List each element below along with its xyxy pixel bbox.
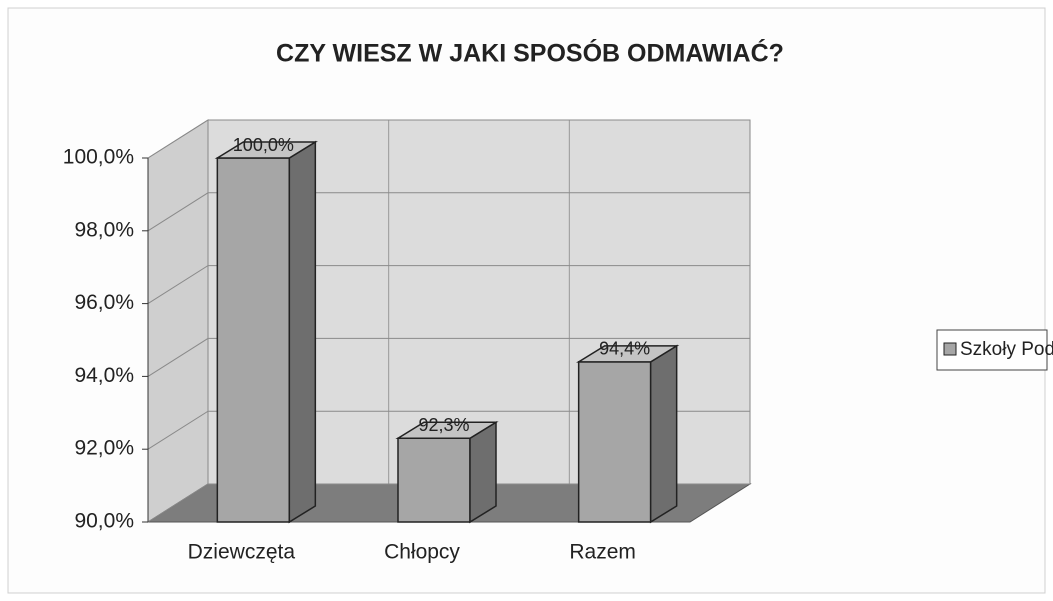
y-tick-label: 100,0% bbox=[63, 146, 134, 169]
data-label: 94,4% bbox=[599, 339, 650, 359]
grid-line bbox=[147, 265, 750, 305]
x-tick-label: Razem bbox=[569, 541, 636, 564]
grid-line bbox=[147, 410, 750, 450]
bar-top bbox=[214, 141, 318, 159]
bar-front bbox=[397, 437, 471, 523]
grid-line bbox=[147, 483, 750, 523]
bar-side bbox=[288, 140, 317, 524]
chart-title: CZY WIESZ W JAKI SPOSÓB ODMAWIAĆ? bbox=[276, 38, 784, 68]
y-tick-label: 94,0% bbox=[74, 364, 134, 387]
legend-swatch bbox=[943, 342, 957, 356]
x-tick-label: Dziewczęta bbox=[188, 541, 296, 564]
legend-label: Szkoły Podstwowe bbox=[960, 339, 1053, 360]
grid-line bbox=[147, 192, 750, 232]
y-tick-label: 96,0% bbox=[74, 291, 134, 314]
bar-front bbox=[216, 157, 291, 523]
y-tick-label: 92,0% bbox=[74, 437, 134, 460]
bar bbox=[395, 420, 499, 524]
grid-line bbox=[147, 119, 750, 159]
bar-front bbox=[577, 361, 652, 523]
bar-side bbox=[469, 420, 497, 524]
side-wall bbox=[147, 119, 209, 523]
bar bbox=[576, 344, 680, 524]
bar-top bbox=[576, 345, 680, 363]
data-label: 100,0% bbox=[233, 135, 294, 155]
bar-top bbox=[395, 421, 499, 440]
y-tick-label: 98,0% bbox=[74, 218, 134, 241]
data-label: 92,3% bbox=[418, 415, 469, 435]
grid-line bbox=[147, 337, 750, 377]
y-tick-label: 90,0% bbox=[74, 510, 134, 533]
bar-side bbox=[649, 344, 678, 524]
x-tick-label: Chłopcy bbox=[384, 541, 460, 564]
bar bbox=[214, 140, 318, 524]
